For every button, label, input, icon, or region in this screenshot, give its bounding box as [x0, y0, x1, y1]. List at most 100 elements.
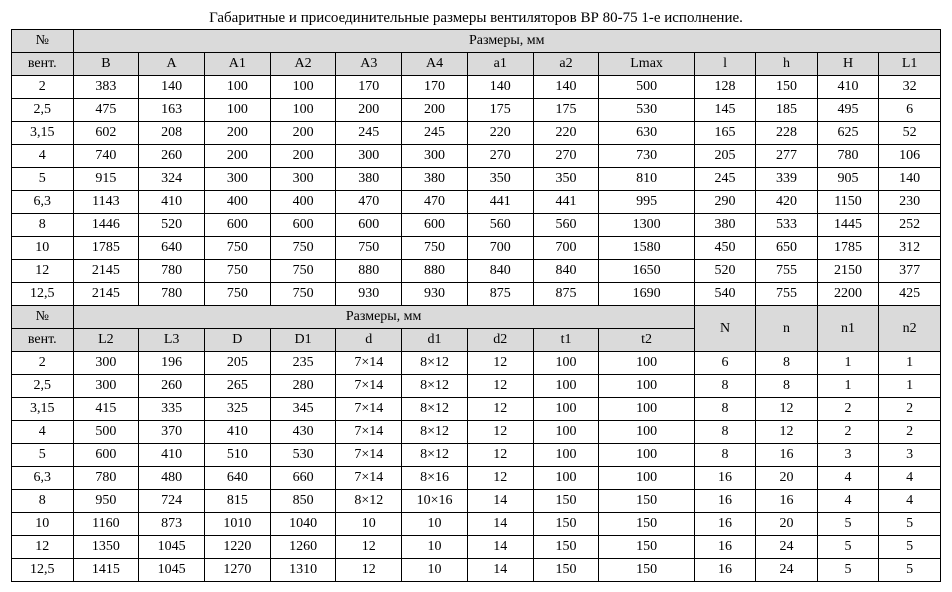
value-cell: 145 — [694, 99, 756, 122]
value-cell: 300 — [270, 168, 336, 191]
table-row: 6,31143410400400470470441441995290420115… — [12, 191, 941, 214]
value-cell: 8 — [694, 421, 756, 444]
dimensions-table: № Размеры, мм вент. B A A1 A2 A3 A4 a1 a… — [11, 29, 941, 582]
value-cell: 16 — [756, 490, 818, 513]
value-cell: 700 — [533, 237, 599, 260]
col-h: A2 — [270, 53, 336, 76]
value-cell: 200 — [204, 122, 270, 145]
value-cell: 196 — [139, 352, 205, 375]
table-row: 2,54751631001002002001751755301451854956 — [12, 99, 941, 122]
value-cell: 875 — [533, 283, 599, 306]
value-cell: 1260 — [270, 536, 336, 559]
fan-cell: 2,5 — [12, 99, 74, 122]
value-cell: 410 — [204, 421, 270, 444]
value-cell: 12 — [467, 421, 533, 444]
value-cell: 300 — [73, 352, 139, 375]
value-cell: 8 — [694, 444, 756, 467]
value-cell: 24 — [756, 559, 818, 582]
table-row: 3,154153353253457×148×121210010081222 — [12, 398, 941, 421]
value-cell: 2150 — [817, 260, 879, 283]
value-cell: 235 — [270, 352, 336, 375]
value-cell: 100 — [533, 444, 599, 467]
fan-cell: 6,3 — [12, 467, 74, 490]
value-cell: 510 — [204, 444, 270, 467]
value-cell: 810 — [599, 168, 694, 191]
value-cell: 410 — [139, 444, 205, 467]
value-cell: 106 — [879, 145, 941, 168]
value-cell: 1785 — [73, 237, 139, 260]
value-cell: 750 — [204, 237, 270, 260]
table-row: 1221457807507508808808408401650520755215… — [12, 260, 941, 283]
value-cell: 12 — [467, 375, 533, 398]
value-cell: 730 — [599, 145, 694, 168]
col-h: d — [336, 329, 402, 352]
value-cell: 10 — [336, 513, 402, 536]
value-cell: 245 — [336, 122, 402, 145]
value-cell: 650 — [756, 237, 818, 260]
value-cell: 100 — [270, 99, 336, 122]
value-cell: 660 — [270, 467, 336, 490]
table-row: 2,53002602652807×148×12121001008811 — [12, 375, 941, 398]
value-cell: 1 — [879, 375, 941, 398]
value-cell: 995 — [599, 191, 694, 214]
value-cell: 170 — [336, 76, 402, 99]
fan-cell: 8 — [12, 490, 74, 513]
value-cell: 14 — [467, 490, 533, 513]
value-cell: 850 — [270, 490, 336, 513]
value-cell: 165 — [694, 122, 756, 145]
value-cell: 875 — [467, 283, 533, 306]
value-cell: 602 — [73, 122, 139, 145]
col-h: A3 — [336, 53, 402, 76]
value-cell: 2200 — [817, 283, 879, 306]
col-h: d1 — [402, 329, 468, 352]
value-cell: 560 — [533, 214, 599, 237]
value-cell: 12 — [467, 467, 533, 490]
value-cell: 100 — [533, 352, 599, 375]
value-cell: 930 — [402, 283, 468, 306]
value-cell: 4 — [879, 490, 941, 513]
value-cell: 370 — [139, 421, 205, 444]
value-cell: 10×16 — [402, 490, 468, 513]
dim-group-header-2: Размеры, мм — [73, 306, 694, 329]
value-cell: 100 — [599, 375, 694, 398]
value-cell: 16 — [694, 513, 756, 536]
value-cell: 1010 — [204, 513, 270, 536]
value-cell: 200 — [270, 122, 336, 145]
value-cell: 1 — [817, 352, 879, 375]
value-cell: 150 — [533, 490, 599, 513]
value-cell: 600 — [73, 444, 139, 467]
value-cell: 4 — [817, 467, 879, 490]
value-cell: 270 — [533, 145, 599, 168]
value-cell: 245 — [694, 168, 756, 191]
value-cell: 470 — [402, 191, 468, 214]
fan-cell: 2 — [12, 352, 74, 375]
value-cell: 140 — [139, 76, 205, 99]
value-cell: 16 — [694, 467, 756, 490]
value-cell: 100 — [599, 421, 694, 444]
fan-cell: 2,5 — [12, 375, 74, 398]
value-cell: 780 — [139, 283, 205, 306]
value-cell: 100 — [204, 76, 270, 99]
value-cell: 475 — [73, 99, 139, 122]
value-cell: 815 — [204, 490, 270, 513]
value-cell: 2145 — [73, 260, 139, 283]
value-cell: 277 — [756, 145, 818, 168]
value-cell: 1 — [879, 352, 941, 375]
value-cell: 245 — [402, 122, 468, 145]
value-cell: 1785 — [817, 237, 879, 260]
value-cell: 640 — [139, 237, 205, 260]
value-cell: 16 — [694, 559, 756, 582]
value-cell: 500 — [73, 421, 139, 444]
value-cell: 14 — [467, 536, 533, 559]
value-cell: 533 — [756, 214, 818, 237]
col-h: A1 — [204, 53, 270, 76]
table-row: 45003704104307×148×121210010081222 — [12, 421, 941, 444]
value-cell: 12 — [336, 559, 402, 582]
value-cell: 350 — [467, 168, 533, 191]
value-cell: 220 — [467, 122, 533, 145]
value-cell: 100 — [599, 467, 694, 490]
value-cell: 14 — [467, 559, 533, 582]
value-cell: 1690 — [599, 283, 694, 306]
fan-cell: 10 — [12, 237, 74, 260]
value-cell: 441 — [467, 191, 533, 214]
